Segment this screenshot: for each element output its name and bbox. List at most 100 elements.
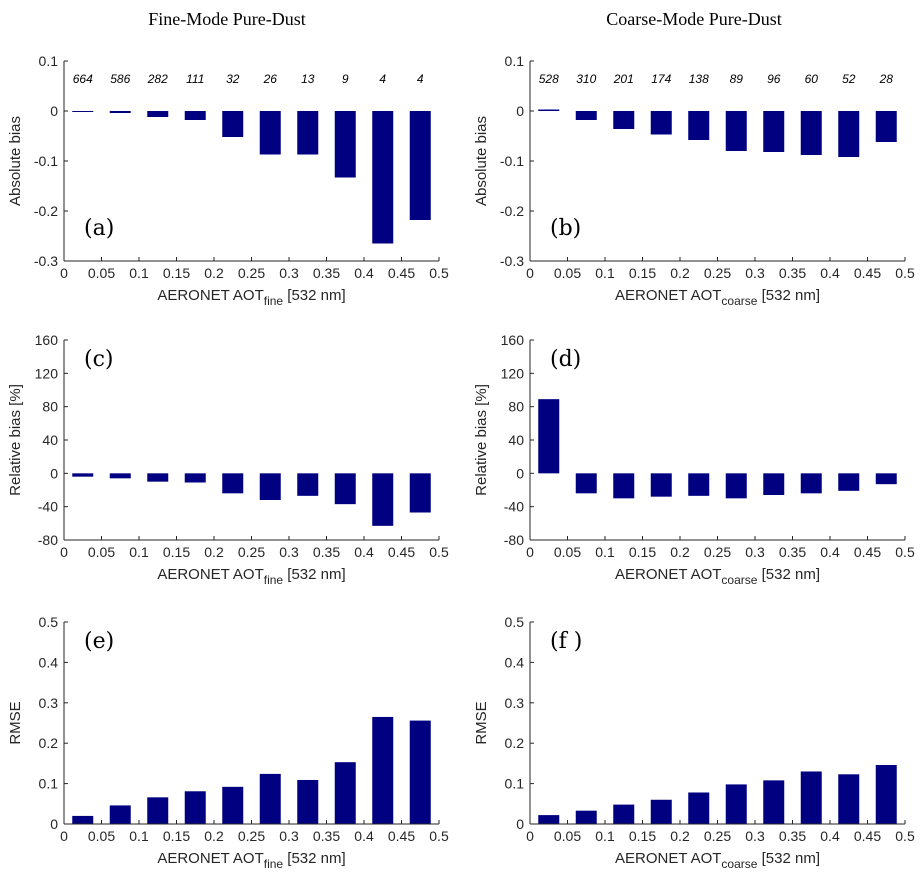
bar-c-1 — [109, 473, 131, 479]
y-tick-label-b-1: -0.2 — [500, 203, 524, 219]
x-tick-label-b-5: 0.25 — [704, 265, 731, 281]
y-tick-label-e-0: 0 — [50, 816, 58, 832]
x-tick-label-d-5: 0.25 — [704, 544, 731, 560]
x-axis-label-d: AERONET AOTcoarse [532 nm] — [615, 566, 820, 587]
bar-f-7 — [800, 771, 822, 824]
y-tick-label-a-2: -0.1 — [34, 153, 58, 169]
y-tick-label-d-1: -40 — [504, 499, 524, 515]
x-tick-label-c-3: 0.15 — [163, 544, 190, 560]
y-tick-label-c-5: 120 — [35, 365, 59, 381]
x-tick-label-c-6: 0.3 — [279, 544, 299, 560]
count-label-b-5: 89 — [730, 72, 744, 86]
x-tick-label-e-5: 0.25 — [238, 828, 265, 844]
bar-c-9 — [409, 473, 431, 513]
x-tick-label-c-2: 0.1 — [129, 544, 149, 560]
x-axis-label-sub-e: fine — [264, 857, 284, 871]
count-label-b-6: 96 — [767, 72, 781, 86]
x-tick-label-f-8: 0.4 — [820, 828, 840, 844]
bar-d-3 — [650, 473, 672, 497]
x-tick-label-a-7: 0.35 — [313, 265, 340, 281]
x-tick-label-a-10: 0.5 — [429, 265, 449, 281]
bar-e-9 — [409, 720, 431, 824]
y-tick-label-d-5: 120 — [501, 365, 525, 381]
count-label-a-3: 111 — [186, 72, 204, 86]
x-tick-label-e-4: 0.2 — [204, 828, 224, 844]
x-tick-label-e-9: 0.45 — [388, 828, 415, 844]
bar-c-4 — [222, 473, 244, 494]
x-tick-label-b-2: 0.1 — [595, 265, 615, 281]
x-axis-label-e: AERONET AOTfine [532 nm] — [157, 850, 345, 871]
y-tick-label-c-6: 160 — [35, 332, 59, 348]
bar-a-9 — [409, 111, 431, 220]
bar-f-9 — [875, 765, 897, 824]
y-tick-label-a-3: 0 — [50, 103, 58, 119]
bar-a-7 — [334, 111, 356, 178]
chart-panel-e: 0 0.05 0.1 0.15 0.2 0.25 0.3 0.35 0.4 0.45 0.5 0 0.1… — [7, 614, 449, 871]
x-tick-label-a-1: 0.05 — [88, 265, 115, 281]
y-tick-label-b-2: -0.1 — [500, 153, 524, 169]
x-tick-label-d-8: 0.4 — [820, 544, 840, 560]
bar-d-2 — [613, 473, 635, 499]
bar-b-8 — [838, 111, 860, 157]
bar-a-2 — [147, 111, 169, 117]
y-tick-label-c-3: 40 — [42, 432, 58, 448]
x-tick-label-c-1: 0.05 — [88, 544, 115, 560]
y-tick-label-d-0: -80 — [504, 532, 524, 548]
x-tick-label-c-0: 0 — [60, 544, 68, 560]
x-tick-label-f-3: 0.15 — [629, 828, 656, 844]
bar-e-7 — [334, 762, 356, 824]
bar-d-7 — [800, 473, 822, 494]
x-tick-label-a-3: 0.15 — [163, 265, 190, 281]
count-label-a-6: 13 — [301, 72, 315, 86]
y-tick-label-d-3: 40 — [508, 432, 524, 448]
x-axis-label-main-f: AERONET AOT — [615, 850, 721, 867]
count-label-b-7: 60 — [805, 72, 819, 86]
x-tick-label-b-4: 0.2 — [670, 265, 690, 281]
panel-label-a: (a) — [84, 216, 114, 241]
y-tick-label-e-4: 0.4 — [39, 654, 59, 670]
x-tick-label-c-9: 0.45 — [388, 544, 415, 560]
bar-d-1 — [575, 473, 597, 494]
y-axis-label-c: Relative bias [%] — [7, 384, 24, 496]
y-tick-label-a-0: -0.3 — [34, 253, 58, 269]
x-axis-label-sub-b: coarse — [721, 294, 757, 308]
x-tick-label-e-2: 0.1 — [129, 828, 149, 844]
x-axis-label-sub-a: fine — [264, 294, 284, 308]
bar-f-3 — [650, 799, 672, 824]
bar-a-1 — [109, 111, 131, 113]
x-tick-label-e-6: 0.3 — [279, 828, 299, 844]
count-label-a-0: 664 — [73, 72, 93, 86]
bar-b-0 — [538, 109, 560, 111]
bar-c-6 — [297, 473, 319, 496]
x-tick-label-c-5: 0.25 — [238, 544, 265, 560]
y-tick-label-c-4: 80 — [42, 399, 58, 415]
chart-panel-b: 0 0.05 0.1 0.15 0.2 0.25 0.3 0.35 0.4 0.45 0.5 -0.3… — [473, 53, 915, 308]
chart-panel-d: 0 0.05 0.1 0.15 0.2 0.25 0.3 0.35 0.4 0.45 0.5 -80 -… — [473, 332, 915, 587]
x-tick-label-b-1: 0.05 — [554, 265, 581, 281]
panel-label-d: (d) — [550, 347, 581, 372]
bar-f-8 — [838, 774, 860, 824]
bar-e-2 — [147, 797, 169, 824]
y-tick-label-c-2: 0 — [50, 465, 58, 481]
bar-f-4 — [688, 792, 710, 824]
bar-b-1 — [575, 111, 597, 120]
panel-label-c: (c) — [84, 347, 114, 372]
count-label-a-5: 26 — [263, 72, 278, 86]
bar-b-2 — [613, 111, 635, 129]
count-label-b-9: 28 — [879, 72, 894, 86]
x-tick-label-d-6: 0.3 — [745, 544, 765, 560]
y-tick-label-d-4: 80 — [508, 399, 524, 415]
y-tick-label-c-1: -40 — [38, 499, 58, 515]
bar-a-4 — [222, 111, 244, 137]
x-tick-label-f-5: 0.25 — [704, 828, 731, 844]
x-tick-label-b-3: 0.15 — [629, 265, 656, 281]
chart-panel-c: 0 0.05 0.1 0.15 0.2 0.25 0.3 0.35 0.4 0.45 0.5 -80 -… — [7, 332, 449, 587]
x-axis-label-sub-c: fine — [264, 573, 284, 587]
bar-e-5 — [259, 773, 281, 824]
x-axis-label-tail-d: [532 nm] — [757, 566, 820, 583]
panel-label-f: (f ) — [550, 629, 582, 654]
panel-label-e: (e) — [84, 629, 114, 654]
x-tick-label-a-2: 0.1 — [129, 265, 149, 281]
y-tick-label-b-4: 0.1 — [505, 53, 525, 69]
bar-e-4 — [222, 786, 244, 824]
